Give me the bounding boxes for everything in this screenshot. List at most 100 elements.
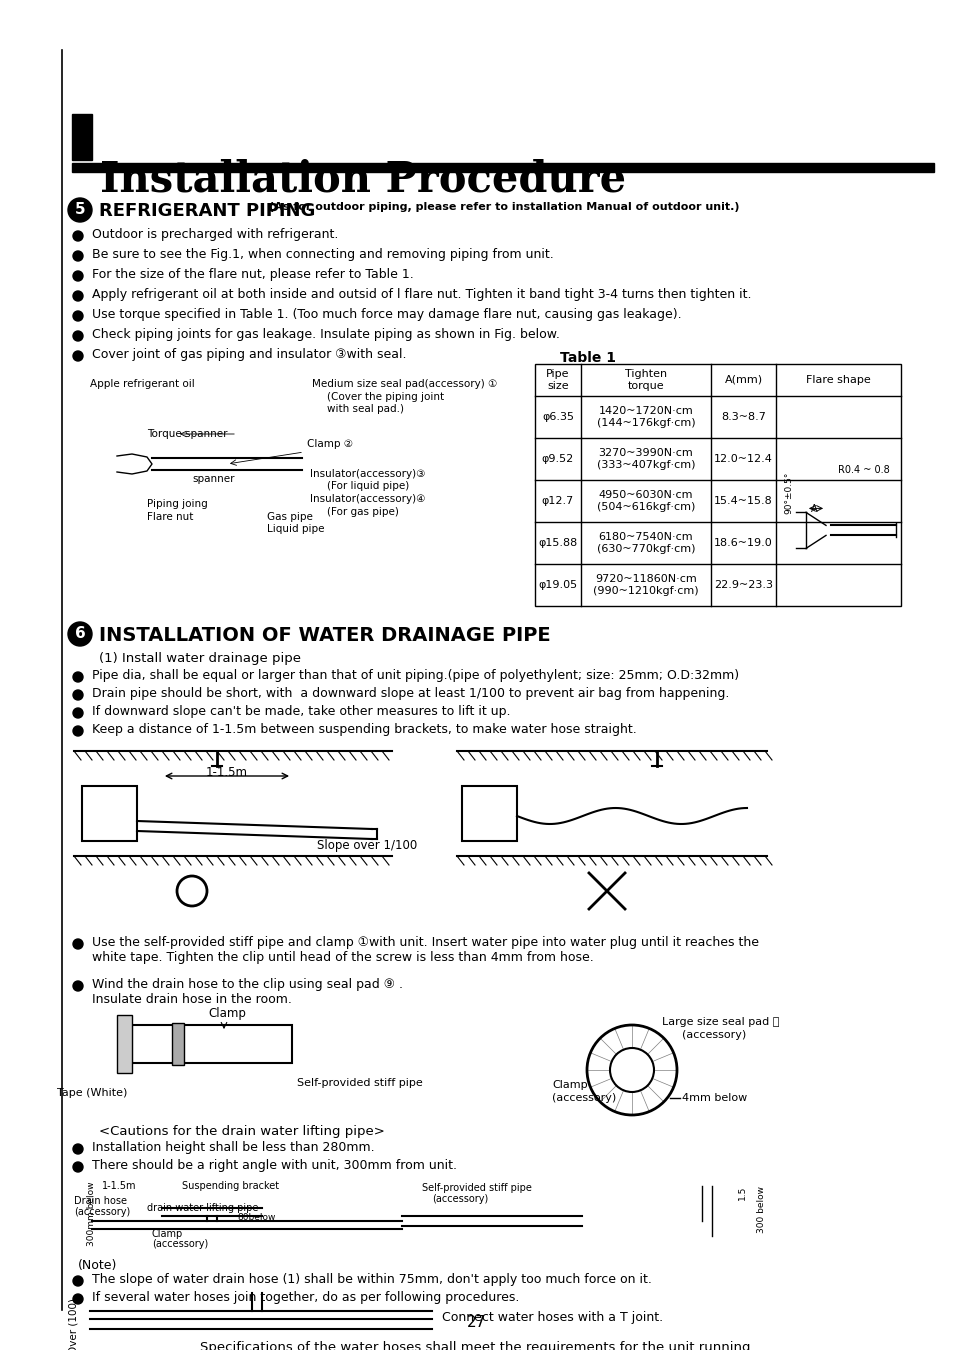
Circle shape xyxy=(73,1143,83,1154)
Text: (accessory): (accessory) xyxy=(74,1207,131,1216)
Text: φ6.35: φ6.35 xyxy=(541,412,574,423)
Text: 4mm below: 4mm below xyxy=(681,1094,746,1103)
Text: 1-1.5m: 1-1.5m xyxy=(206,765,248,779)
Text: Cover joint of gas piping and insulator ③with seal.: Cover joint of gas piping and insulator … xyxy=(91,348,406,360)
Text: Pipe dia, shall be equal or larger than that of unit piping.(pipe of polyethylen: Pipe dia, shall be equal or larger than … xyxy=(91,670,739,682)
Circle shape xyxy=(73,292,83,301)
Bar xyxy=(461,786,517,841)
Circle shape xyxy=(73,310,83,321)
Text: There should be a right angle with unit, 300mm from unit.: There should be a right angle with unit,… xyxy=(91,1160,456,1172)
Circle shape xyxy=(73,726,83,736)
Text: Use torque specified in Table 1. (Too much force may damage flare nut, causing g: Use torque specified in Table 1. (Too mu… xyxy=(91,308,680,321)
Text: Connect water hoses with a T joint.: Connect water hoses with a T joint. xyxy=(441,1311,662,1324)
Text: Pipe
size: Pipe size xyxy=(546,369,569,390)
Text: (Note): (Note) xyxy=(78,1260,117,1272)
Text: drain water lifting pipe: drain water lifting pipe xyxy=(147,1203,258,1214)
Text: Wind the drain hose to the clip using seal pad ⑨ .
Insulate drain hose in the ro: Wind the drain hose to the clip using se… xyxy=(91,977,402,1006)
Circle shape xyxy=(73,707,83,718)
Text: φ9.52: φ9.52 xyxy=(541,454,574,464)
Bar xyxy=(117,1015,132,1073)
Circle shape xyxy=(68,198,91,221)
Text: φ15.88: φ15.88 xyxy=(537,539,577,548)
Text: For the size of the flare nut, please refer to Table 1.: For the size of the flare nut, please re… xyxy=(91,269,414,281)
Text: Tape (White): Tape (White) xyxy=(56,1088,127,1098)
Text: Clamp: Clamp xyxy=(208,1007,246,1021)
Text: 90°±0.5°: 90°±0.5° xyxy=(783,471,792,514)
Text: Liquid pipe: Liquid pipe xyxy=(267,524,324,535)
Text: Clamp ②: Clamp ② xyxy=(307,439,353,450)
Text: Torque spanner: Torque spanner xyxy=(147,429,227,439)
Text: <Cautions for the drain water lifting pipe>: <Cautions for the drain water lifting pi… xyxy=(99,1125,384,1138)
Circle shape xyxy=(73,1295,83,1304)
Text: Flare nut: Flare nut xyxy=(147,512,193,522)
Bar xyxy=(535,364,900,606)
Text: (For liquid pipe): (For liquid pipe) xyxy=(327,481,409,491)
Text: Flare shape: Flare shape xyxy=(805,375,870,385)
Text: Medium size seal pad(accessory) ①: Medium size seal pad(accessory) ① xyxy=(312,379,497,389)
Circle shape xyxy=(73,981,83,991)
Text: A(mm): A(mm) xyxy=(723,375,761,385)
Text: 6180~7540N·cm
(630~770kgf·cm): 6180~7540N·cm (630~770kgf·cm) xyxy=(597,532,695,553)
Circle shape xyxy=(73,231,83,242)
Bar xyxy=(172,1023,184,1065)
Text: Self-provided stiff pipe: Self-provided stiff pipe xyxy=(296,1079,422,1088)
Text: 27: 27 xyxy=(467,1315,486,1330)
Text: (1) Install water drainage pipe: (1) Install water drainage pipe xyxy=(99,652,301,666)
Text: (accessory): (accessory) xyxy=(152,1239,208,1249)
Text: (accessory): (accessory) xyxy=(552,1094,616,1103)
Circle shape xyxy=(73,331,83,342)
Text: Clamp: Clamp xyxy=(552,1080,587,1089)
Circle shape xyxy=(73,351,83,360)
Circle shape xyxy=(73,1276,83,1287)
Text: Piping joing: Piping joing xyxy=(147,500,208,509)
Text: INSTALLATION OF WATER DRAINAGE PIPE: INSTALLATION OF WATER DRAINAGE PIPE xyxy=(99,626,550,645)
Text: Specifications of the water hoses shall meet the requirements for the unit runni: Specifications of the water hoses shall … xyxy=(199,1341,754,1350)
Text: φ19.05: φ19.05 xyxy=(537,580,577,590)
Text: 3270~3990N·cm
(333~407kgf·cm): 3270~3990N·cm (333~407kgf·cm) xyxy=(597,448,695,470)
Text: 1.5: 1.5 xyxy=(737,1187,745,1200)
Text: Use the self-provided stiff pipe and clamp ①with unit. Insert water pipe into wa: Use the self-provided stiff pipe and cla… xyxy=(91,936,759,964)
Text: R0.4 ~ 0.8: R0.4 ~ 0.8 xyxy=(837,464,889,475)
Text: Suspending bracket: Suspending bracket xyxy=(182,1181,279,1191)
Text: Installation height shall be less than 280mm.: Installation height shall be less than 2… xyxy=(91,1141,375,1154)
Circle shape xyxy=(73,940,83,949)
Text: 1420~1720N·cm
(144~176kgf·cm): 1420~1720N·cm (144~176kgf·cm) xyxy=(596,406,695,428)
Text: Keep a distance of 1-1.5m between suspending brackets, to make water hose straig: Keep a distance of 1-1.5m between suspen… xyxy=(91,724,636,736)
Text: Gas pipe: Gas pipe xyxy=(267,512,313,522)
Text: (For gas pipe): (For gas pipe) xyxy=(327,508,398,517)
Text: Insulator(accessory)④: Insulator(accessory)④ xyxy=(310,494,425,504)
Text: REFRIGERANT PIPING: REFRIGERANT PIPING xyxy=(99,202,315,220)
Circle shape xyxy=(68,622,91,647)
Text: Insulator(accessory)③: Insulator(accessory)③ xyxy=(310,468,425,479)
Bar xyxy=(71,113,91,161)
Text: Slope over 1/100: Slope over 1/100 xyxy=(316,838,416,852)
Text: If downward slope can't be made, take other measures to lift it up.: If downward slope can't be made, take ot… xyxy=(91,705,510,718)
Text: 8.3~8.7: 8.3~8.7 xyxy=(720,412,765,423)
Text: If several water hoses join together, do as per following procedures.: If several water hoses join together, do… xyxy=(91,1291,518,1304)
Text: Outdoor is precharged with refrigerant.: Outdoor is precharged with refrigerant. xyxy=(91,228,338,242)
Bar xyxy=(132,1025,292,1062)
Text: Table 1: Table 1 xyxy=(559,351,616,364)
Text: Self-provided stiff pipe: Self-provided stiff pipe xyxy=(421,1183,532,1193)
Text: Apply refrigerant oil at both inside and outsid of l flare nut. Tighten it band : Apply refrigerant oil at both inside and… xyxy=(91,288,751,301)
Text: 5: 5 xyxy=(74,202,85,217)
Text: 300 below: 300 below xyxy=(757,1187,765,1233)
Circle shape xyxy=(73,271,83,281)
Text: Tighten
torque: Tighten torque xyxy=(624,369,666,390)
Circle shape xyxy=(73,672,83,682)
Text: Check piping joints for gas leakage. Insulate piping as shown in Fig. below.: Check piping joints for gas leakage. Ins… xyxy=(91,328,559,342)
Text: Large size seal pad ⑪: Large size seal pad ⑪ xyxy=(661,1017,779,1027)
Text: Installation Procedure: Installation Procedure xyxy=(100,158,625,200)
Text: 6: 6 xyxy=(74,626,85,641)
Text: 18.6~19.0: 18.6~19.0 xyxy=(714,539,772,548)
Text: A: A xyxy=(810,505,817,514)
Text: Drain hose: Drain hose xyxy=(74,1196,127,1206)
Circle shape xyxy=(73,251,83,261)
Text: spanner: spanner xyxy=(192,474,234,485)
Text: 12.0~12.4: 12.0~12.4 xyxy=(713,454,772,464)
Text: 80below: 80below xyxy=(236,1214,275,1222)
Text: 15.4~15.8: 15.4~15.8 xyxy=(714,495,772,506)
Text: Clamp: Clamp xyxy=(152,1228,183,1239)
Text: (As for outdoor piping, please refer to installation Manual of outdoor unit.): (As for outdoor piping, please refer to … xyxy=(269,202,739,212)
Text: 4950~6030N·cm
(504~616kgf·cm): 4950~6030N·cm (504~616kgf·cm) xyxy=(597,490,695,512)
